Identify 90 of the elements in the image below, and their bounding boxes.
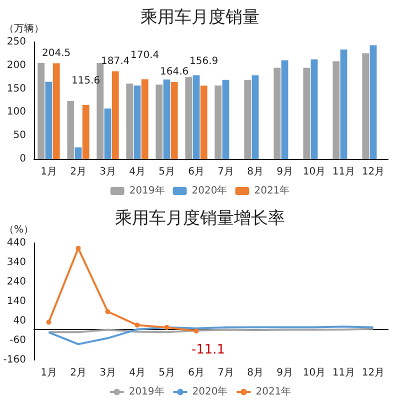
x-tick-label: 9月 [276, 166, 293, 178]
bar [200, 86, 208, 159]
x-tick-label: 7月 [218, 368, 234, 378]
bar [222, 80, 230, 159]
x-tick-label: 1月 [40, 368, 57, 378]
y-tick-label: -60 [10, 335, 26, 346]
x-tick-label: 4月 [129, 368, 146, 378]
line-series [48, 326, 374, 346]
bar [163, 79, 170, 159]
legend-label: 2019年 [129, 184, 165, 196]
bar [170, 82, 178, 159]
x-tick-label: 9月 [276, 368, 293, 378]
bar [244, 80, 252, 159]
bar [134, 86, 141, 159]
x-tick-label: 5月 [158, 166, 175, 178]
y-tick-label: 0 [20, 154, 26, 164]
x-tick-label: 1月 [40, 166, 57, 178]
bar [303, 68, 310, 159]
x-tick-label: 5月 [158, 368, 175, 378]
bar [281, 60, 288, 159]
point [194, 328, 199, 334]
bar [126, 84, 134, 159]
data-label: 170.4 [130, 50, 160, 61]
bar [52, 63, 60, 159]
y-axis-title: （万辆） [4, 22, 44, 34]
data-label: 115.6 [72, 75, 100, 86]
legend-label: 2019年 [128, 386, 164, 398]
x-tick-label: 12月 [362, 368, 385, 378]
x-tick-label: 8月 [247, 166, 264, 178]
x-tick-label: 3月 [100, 368, 116, 378]
y-tick-label: 240 [6, 276, 26, 288]
bar [38, 63, 45, 159]
bar [340, 49, 348, 159]
bar [332, 61, 340, 159]
bar [252, 75, 259, 159]
y-axis-title: （%） [4, 224, 34, 236]
y-tick-label: 100 [6, 106, 26, 118]
bar [67, 100, 74, 159]
y-tick-label: 200 [6, 60, 26, 71]
chart-title: 乘用车月度销量 [140, 8, 260, 28]
bar [274, 68, 281, 159]
data-label: 204.5 [42, 48, 71, 59]
x-tick-label: 11月 [332, 368, 356, 378]
x-tick-label: 3月 [100, 166, 116, 178]
bar [45, 82, 52, 159]
y-tick-label: 440 [6, 238, 26, 248]
y-tick-label: 50 [13, 130, 26, 142]
x-tick-label: 4月 [129, 166, 146, 178]
bar [214, 86, 222, 159]
legend-label: 2020年 [192, 386, 228, 398]
bar [74, 147, 82, 159]
y-tick-label: 150 [6, 83, 26, 94]
bar [141, 79, 148, 159]
bar [362, 53, 370, 159]
y-tick-label: 40 [13, 316, 26, 326]
x-tick-label: 6月 [188, 166, 204, 178]
x-tick-label: 2月 [70, 166, 86, 178]
data-label: -11.1 [191, 342, 226, 358]
point [105, 309, 110, 314]
legend-label: 2021年 [256, 386, 292, 398]
y-tick-label: -160 [3, 354, 26, 366]
x-tick-label: 11月 [332, 166, 356, 178]
bar [112, 71, 119, 159]
bar [104, 108, 112, 159]
x-tick-label: 7月 [218, 166, 234, 178]
point [76, 246, 81, 251]
x-tick-label: 8月 [247, 368, 264, 378]
x-tick-label: 10月 [302, 368, 326, 378]
point [134, 322, 140, 328]
x-tick-label: 6月 [188, 368, 204, 378]
y-tick-label: 140 [6, 296, 26, 307]
bar [156, 84, 163, 159]
point [46, 320, 52, 325]
chart-title: 乘用车月度销量增长率 [115, 208, 285, 228]
x-tick-label: 10月 [302, 166, 326, 178]
y-tick-label: 250 [6, 36, 26, 48]
bar [370, 45, 377, 159]
bar [310, 59, 318, 159]
x-tick-label: 12月 [362, 166, 385, 178]
bar [82, 104, 90, 159]
bar [192, 75, 200, 159]
bar [185, 77, 192, 159]
y-tick-label: 340 [6, 257, 26, 268]
x-tick-label: 2月 [70, 368, 86, 378]
point [164, 324, 170, 330]
data-label: 156.9 [190, 56, 218, 68]
legend-label: 2020年 [192, 184, 228, 196]
data-label: 164.6 [160, 66, 189, 78]
data-label: 187.4 [101, 56, 130, 67]
legend-label: 2021年 [254, 184, 290, 196]
